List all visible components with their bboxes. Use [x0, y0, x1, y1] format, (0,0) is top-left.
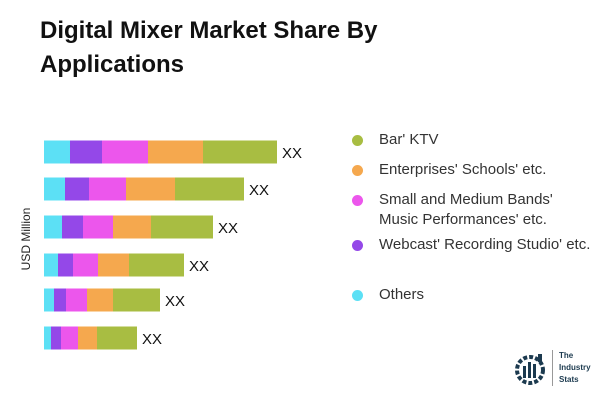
bar-segment [44, 326, 51, 350]
bar-segment [54, 288, 66, 312]
data-label: XX [282, 145, 302, 162]
bar-segment [70, 140, 102, 164]
bar-segment [203, 140, 277, 164]
bar-segment [62, 215, 83, 239]
gear-logo-icon [515, 354, 545, 385]
bar-segment [113, 288, 160, 312]
data-label: XX [218, 220, 238, 237]
bar-segment [126, 177, 175, 201]
bar-segment [87, 288, 113, 312]
legend-swatch [352, 165, 363, 176]
legend-label: Others [379, 286, 425, 303]
legend-swatch [352, 240, 363, 251]
bar-segment [89, 177, 126, 201]
legend-swatch [352, 290, 363, 301]
bar-segment [58, 253, 73, 277]
bar-segment [44, 288, 54, 312]
logo-text: The Industry Stats [552, 350, 591, 386]
legend-item: Bar' KTV [352, 130, 439, 150]
bar-segment [83, 215, 113, 239]
bar-segment [65, 177, 89, 201]
data-label: XX [165, 293, 185, 310]
bar-row: XX [44, 253, 209, 277]
logo: The Industry Stats [512, 350, 591, 386]
bar-segment [61, 326, 78, 350]
bar-segment [97, 326, 137, 350]
chart-title: Digital Mixer Market Share By Applicatio… [40, 17, 378, 78]
bar-segment [175, 177, 244, 201]
bar-segment [98, 253, 129, 277]
bar-segment [44, 140, 70, 164]
legend-item: Enterprises' Schools' etc. [352, 160, 546, 180]
bar-row: XX [44, 288, 185, 312]
bar-segment [44, 177, 65, 201]
legend-label: Webcast' Recording Studio' etc. [379, 236, 591, 253]
bar-row: XX [44, 215, 238, 239]
bar-segment [51, 326, 61, 350]
bar-segment [66, 288, 87, 312]
bar-segment [73, 253, 98, 277]
bar-segment [151, 215, 213, 239]
bar-row: XX [44, 140, 302, 164]
legend-item: Others [352, 285, 424, 305]
legend-swatch [352, 195, 363, 206]
bar-segment [129, 253, 184, 277]
bar-segment [44, 215, 62, 239]
bar-row: XX [44, 326, 162, 350]
data-label: XX [189, 258, 209, 275]
legend-label: Bar' KTV [379, 131, 439, 148]
legend-item: Small and Medium Bands' Music Performanc… [352, 190, 592, 230]
legend-item: Webcast' Recording Studio' etc. [352, 235, 590, 255]
legend-swatch [352, 135, 363, 146]
bar-segment [44, 253, 58, 277]
bar-segment [113, 215, 151, 239]
legend-label: Small and Medium Bands' Music Performanc… [379, 191, 553, 228]
data-label: XX [142, 331, 162, 348]
bar-segment [148, 140, 203, 164]
bar-segment [78, 326, 97, 350]
bar-segment [102, 140, 148, 164]
legend-label: Enterprises' Schools' etc. [379, 161, 547, 178]
bar-row: XX [44, 177, 269, 201]
data-label: XX [249, 182, 269, 199]
